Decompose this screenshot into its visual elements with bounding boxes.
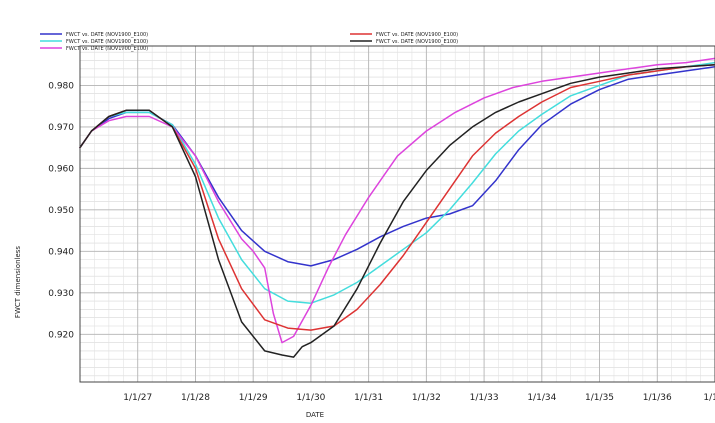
- x-axis-title: DATE: [306, 411, 324, 419]
- series-line-3: [79, 57, 715, 344]
- x-axis-ticks: 1/1/27 1/1/28 1/1/29 1/1/30 1/1/31 1/1/32 1/1/…: [123, 393, 715, 403]
- y-tick-label: 0.940: [48, 247, 74, 257]
- x-tick-label: 1/1/34: [527, 393, 556, 403]
- y-tick-label: 0.930: [48, 289, 74, 299]
- y-axis-title: FWCT dimensionless: [14, 246, 22, 318]
- x-tick-label: 1/1/31: [354, 393, 383, 403]
- series-lines: [79, 57, 715, 358]
- x-tick-label: 1/1/35: [585, 393, 614, 403]
- x-tick-label: 1/1/28: [181, 393, 210, 403]
- x-tick-label: 1/1/32: [412, 393, 441, 403]
- series-line-5: [79, 63, 715, 358]
- chart-legend: FWCT vs. DATE (NOV1900_E100)FWCT vs. DAT…: [40, 32, 458, 52]
- y-tick-label: 0.960: [48, 164, 74, 174]
- legend-entry: FWCT vs. DATE (NOV1900_E100): [66, 39, 148, 45]
- y-tick-label: 0.950: [48, 206, 74, 216]
- legend-entry: FWCT vs. DATE (NOV1900_E100): [66, 32, 148, 38]
- y-tick-label: 0.980: [48, 81, 74, 91]
- x-tick-label: 1/1/29: [239, 393, 268, 403]
- x-tick-label: 1/1/33: [470, 393, 499, 403]
- x-tick-label: 1/1/3: [703, 393, 715, 403]
- y-tick-label: 0.920: [48, 330, 74, 340]
- x-tick-label: 1/1/36: [643, 393, 672, 403]
- x-tick-label: 1/1/30: [296, 393, 325, 403]
- y-axis-ticks: 0.920 0.930 0.940 0.950 0.960 0.970 0.980: [48, 81, 74, 340]
- legend-entry: FWCT vs. DATE (NOV1900_E100): [376, 32, 458, 38]
- legend-entry: FWCT vs. DATE (NOV1900_E100): [376, 39, 458, 45]
- plot-area-frame: [79, 45, 715, 383]
- y-tick-label: 0.970: [48, 123, 74, 133]
- x-tick-label: 1/1/27: [123, 393, 152, 403]
- legend-entry: FWCT vs. DATE (NOV1900_E100): [66, 46, 148, 52]
- minor-gridlines: [79, 46, 715, 382]
